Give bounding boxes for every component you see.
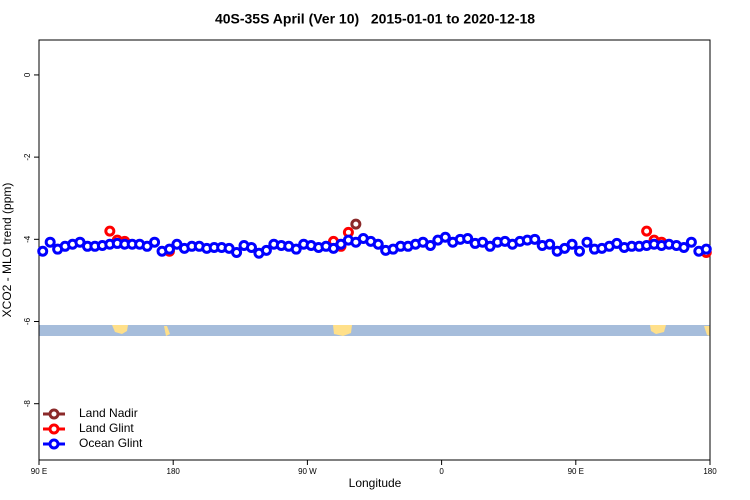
- ocean-strip: [39, 325, 710, 336]
- x-tick-label: 90 E: [31, 467, 47, 476]
- x-tick-label: 180: [703, 467, 717, 476]
- point: [566, 238, 578, 250]
- point: [104, 225, 116, 237]
- legend-marker: [48, 408, 60, 420]
- x-tick-label: 0: [439, 467, 444, 476]
- point: [581, 236, 593, 248]
- point: [424, 239, 436, 251]
- point: [685, 236, 697, 248]
- y-tick-label: -6: [23, 317, 32, 325]
- x-tick-label: 180: [167, 467, 181, 476]
- land-patch: [704, 326, 710, 336]
- legend-label: Land Nadir: [79, 406, 138, 420]
- point: [439, 231, 451, 243]
- chart-title: 40S-35S April (Ver 10) 2015-01-01 to 202…: [215, 11, 535, 27]
- legend-label: Land Glint: [79, 421, 134, 435]
- series: [37, 231, 712, 259]
- point: [44, 236, 56, 248]
- point: [149, 236, 161, 248]
- series: [350, 218, 362, 230]
- legend-label: Ocean Glint: [79, 436, 143, 450]
- point: [700, 243, 712, 255]
- point: [290, 243, 302, 255]
- land-mask: [39, 325, 710, 336]
- legend-marker: [48, 438, 60, 450]
- point: [260, 244, 272, 256]
- land-patch: [164, 326, 170, 336]
- land-patch: [333, 325, 352, 336]
- x-axis-label: Longitude: [349, 476, 402, 490]
- point: [462, 232, 474, 244]
- point: [350, 218, 362, 230]
- land-patch: [650, 325, 666, 334]
- y-tick-label: -8: [23, 400, 32, 408]
- point: [163, 243, 175, 255]
- point: [37, 245, 49, 257]
- land-patch: [112, 325, 128, 334]
- point: [641, 225, 653, 237]
- y-axis-label: XCO2 - MLO trend (ppm): [0, 183, 14, 318]
- y-tick-label: -2: [23, 153, 32, 161]
- point: [231, 246, 243, 258]
- point: [574, 245, 586, 257]
- point: [245, 242, 257, 254]
- legend-marker: [48, 423, 60, 435]
- y-tick-label: -4: [23, 235, 32, 243]
- x-tick-label: 90 W: [298, 467, 317, 476]
- point: [372, 238, 384, 250]
- point: [544, 238, 556, 250]
- point: [678, 242, 690, 254]
- point: [529, 233, 541, 245]
- y-tick-label: 0: [23, 72, 32, 77]
- x-tick-label: 90 E: [568, 467, 584, 476]
